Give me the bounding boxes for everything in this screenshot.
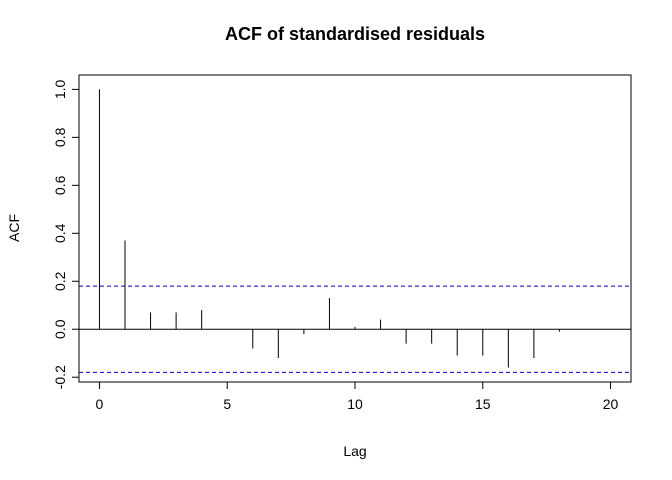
y-tick-label: 0.2 [52,271,68,291]
x-tick-label: 5 [223,396,231,412]
y-tick-label: 0.6 [52,175,68,195]
x-tick-label: 20 [603,396,619,412]
chart-title: ACF of standardised residuals [225,24,485,44]
x-tick-label: 0 [96,396,104,412]
x-axis-title: Lag [343,443,366,459]
y-tick-label: 1.0 [52,79,68,99]
x-tick-label: 15 [475,396,491,412]
confidence-band-layer [79,285,631,373]
y-axis: -0.2 0.0 0.2 0.4 0.6 0.8 1.0 [52,79,80,389]
acf-bars-layer [98,89,560,368]
y-axis-title: ACF [6,214,22,242]
y-tick-label: 0.0 [52,319,68,339]
x-tick-label: 10 [347,396,363,412]
y-tick-label: -0.2 [52,365,68,389]
x-axis: 0 5 10 15 20 [96,381,619,412]
y-tick-label: 0.4 [52,223,68,243]
plot-area-frame [78,74,632,383]
y-tick-label: 0.8 [52,127,68,147]
